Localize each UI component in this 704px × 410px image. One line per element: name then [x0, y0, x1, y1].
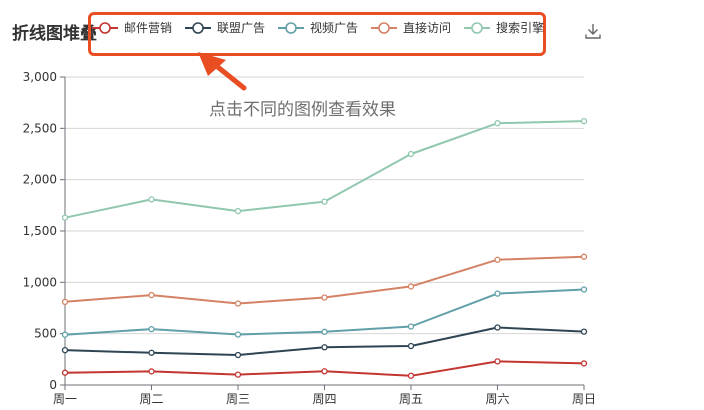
data-point — [407, 342, 415, 350]
download-icon[interactable] — [584, 22, 602, 40]
legend: 邮件营销 联盟广告 视频广告 直接访问 搜索引擎 — [92, 19, 557, 36]
legend-item[interactable]: 直接访问 — [371, 19, 451, 36]
arrow-shaft — [211, 61, 247, 91]
data-point — [321, 294, 328, 301]
data-point — [494, 358, 501, 365]
data-point — [494, 120, 501, 127]
data-point — [148, 349, 155, 356]
data-point — [407, 150, 415, 158]
legend-item[interactable]: 联盟广告 — [185, 19, 265, 36]
legend-item[interactable]: 视频广告 — [278, 19, 358, 36]
legend-label: 视频广告 — [310, 21, 359, 35]
x-tick-label: 周二 — [139, 392, 163, 406]
data-point — [580, 328, 588, 335]
x-tick-label: 周一 — [53, 392, 77, 406]
legend-item[interactable]: 邮件营销 — [92, 19, 172, 36]
legend-highlight-box — [88, 12, 546, 56]
data-point — [234, 371, 242, 378]
x-tick-label: 周五 — [399, 392, 423, 406]
data-point — [580, 117, 588, 125]
legend-label: 邮件营销 — [124, 21, 173, 35]
data-point — [407, 283, 415, 290]
data-point — [61, 298, 69, 305]
data-point — [234, 351, 242, 359]
annotation-text: 点击不同的图例查看效果 — [209, 100, 396, 120]
data-point — [321, 368, 328, 375]
data-point — [148, 196, 155, 203]
y-tick-label: 500 — [34, 327, 57, 341]
data-point — [407, 323, 415, 330]
data-point — [321, 328, 328, 335]
data-point — [234, 331, 242, 338]
legend-swatch-icon — [278, 21, 305, 34]
legend-swatch-icon — [92, 21, 118, 34]
arrow-head — [198, 52, 226, 76]
x-tick-label: 周四 — [312, 392, 336, 406]
y-tick-label: 1,500 — [23, 224, 57, 238]
legend-label: 搜索引擎 — [496, 21, 545, 35]
data-point — [580, 286, 588, 293]
y-tick-label: 1,000 — [23, 275, 57, 289]
data-point — [61, 346, 69, 354]
y-tick-label: 0 — [49, 378, 57, 392]
data-point — [321, 198, 328, 205]
data-point — [148, 368, 155, 375]
x-tick-label: 周日 — [572, 392, 596, 406]
data-point — [494, 324, 501, 331]
x-tick-label: 周六 — [485, 392, 509, 406]
y-tick-label: 2,000 — [23, 173, 57, 187]
legend-swatch-icon — [185, 21, 212, 34]
data-point — [580, 360, 588, 367]
data-point — [494, 256, 501, 263]
legend-swatch-icon — [464, 21, 491, 34]
data-point — [61, 331, 69, 338]
legend-label: 联盟广告 — [217, 21, 266, 35]
legend-label: 直接访问 — [403, 21, 452, 35]
data-point — [148, 291, 155, 299]
y-tick-label: 3,000 — [23, 70, 57, 84]
data-point — [234, 300, 242, 307]
x-tick-label: 周三 — [226, 392, 250, 406]
data-point — [494, 290, 501, 297]
data-point — [321, 344, 328, 351]
data-point — [148, 325, 155, 333]
data-point — [580, 253, 588, 260]
data-point — [61, 369, 69, 376]
data-point — [61, 214, 69, 221]
data-point — [407, 372, 415, 379]
chart-title: 折线图堆叠 — [12, 24, 97, 44]
legend-swatch-icon — [371, 21, 398, 34]
data-point — [234, 207, 242, 215]
legend-item[interactable]: 搜索引擎 — [464, 19, 544, 36]
y-tick-label: 2,500 — [23, 121, 57, 135]
